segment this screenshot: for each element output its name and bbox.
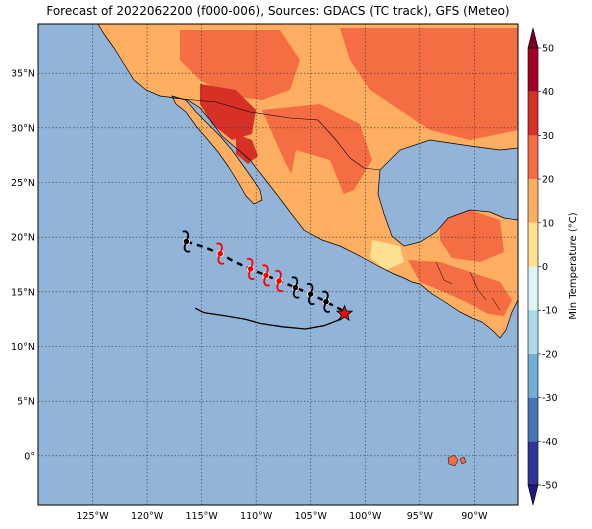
lat-tick-label: 30°N [11, 123, 35, 134]
colorbar-tick-label: -50 [542, 481, 558, 492]
baja-california [172, 96, 262, 204]
colorbar-tick-label: 20 [542, 175, 554, 186]
cyclone-symbol-icon [275, 269, 284, 292]
cyclone-symbol-icon [322, 290, 330, 313]
cyclone-symbol-icon [246, 257, 255, 280]
lat-tick-label: 20°N [11, 233, 35, 244]
map-title: Forecast of 2022062200 (f000-006), Sourc… [46, 4, 510, 18]
colorbar-segment [528, 222, 538, 267]
cyclone-symbol-icon [262, 264, 270, 287]
colorbar: -50 -40 -30 -20 -10 0 10 20 30 40 50 Min Temperatur… [527, 27, 579, 506]
cool-spot-highlands [370, 240, 404, 270]
us-mexico-border [171, 97, 381, 171]
warm-region-us-east [340, 28, 518, 140]
warm-region-yucatan [440, 210, 504, 262]
lat-tick-label: 0° [24, 451, 35, 462]
coastline-baja [171, 95, 263, 205]
colorbar-segment [528, 441, 538, 485]
gulf-of-mexico [378, 140, 518, 246]
colorbar-tick-label: -40 [542, 437, 558, 448]
map-panel[interactable]: 125°W 120°W 115°W 110°W 105°W 100°W 95°W 90°W 3… [11, 23, 519, 522]
colorbar-tick-label: 0 [542, 262, 548, 273]
lat-tick-label: 10°N [11, 342, 35, 353]
cyclone-symbol-icon [216, 242, 225, 265]
colorbar-segment [528, 397, 538, 442]
colorbar-tick-label: 10 [542, 218, 554, 229]
colorbar-segment [528, 179, 538, 223]
cyclone-symbol-icon [306, 282, 315, 306]
colorbar-segment [528, 353, 538, 398]
cool-region-plateau [290, 150, 346, 236]
central-america-borders [435, 261, 501, 311]
current-position-star-icon [335, 304, 354, 322]
map-frame [37, 23, 519, 506]
lon-tick-label: 110°W [240, 511, 273, 522]
colorbar-segment [528, 310, 538, 354]
galapagos-islands [447, 454, 467, 467]
lon-tick-label: 115°W [185, 511, 218, 522]
colorbar-over-extension [527, 27, 539, 49]
longitude-tick-labels: 125°W 120°W 115°W 110°W 105°W 100°W 95°W 90°W [76, 511, 488, 522]
lat-tick-label: 5°N [17, 397, 35, 408]
lon-tick-label: 90°W [461, 511, 488, 522]
colorbar-segment [528, 91, 538, 136]
colorbar-under-extension [527, 484, 539, 506]
hot-spot-gulf [236, 134, 258, 164]
cyclone-symbol-icon [182, 230, 191, 253]
colorbar-tick-label: -20 [542, 349, 558, 360]
colorbar-label: Min Temperature (°C) [568, 212, 579, 319]
colorbar-segment [528, 266, 538, 311]
lon-tick-label: 95°W [407, 511, 434, 522]
warm-region-central-america [408, 260, 512, 316]
colorbar-segment [528, 48, 538, 92]
warm-region-us-west [180, 30, 300, 100]
coastline-pacific [97, 24, 518, 339]
lat-tick-label: 25°N [11, 178, 35, 189]
latitude-tick-labels: 35°N 30°N 25°N 20°N 15°N 10°N 5°N 0° [11, 69, 35, 463]
hot-region-sonora [200, 84, 256, 140]
lon-tick-label: 105°W [295, 511, 328, 522]
colorbar-tick-label: 50 [542, 44, 554, 55]
colorbar-segment [528, 135, 538, 180]
colorbar-tick-label: -30 [542, 393, 558, 404]
lat-tick-label: 15°N [11, 287, 35, 298]
tc-track-layer [182, 230, 354, 330]
gridlines [38, 24, 518, 505]
lon-tick-label: 125°W [76, 511, 109, 522]
past-track-line [194, 307, 347, 330]
colorbar-tick-label: -10 [542, 306, 558, 317]
cyclone-symbol-icon [291, 276, 300, 299]
colorbar-tick-label: 30 [542, 131, 554, 142]
warm-region-mexico-north [262, 104, 372, 200]
land-layer [97, 24, 518, 467]
lat-tick-label: 35°N [11, 69, 35, 80]
lon-tick-label: 120°W [131, 511, 164, 522]
lon-tick-label: 100°W [349, 511, 382, 522]
colorbar-tick-label: 40 [542, 87, 554, 98]
